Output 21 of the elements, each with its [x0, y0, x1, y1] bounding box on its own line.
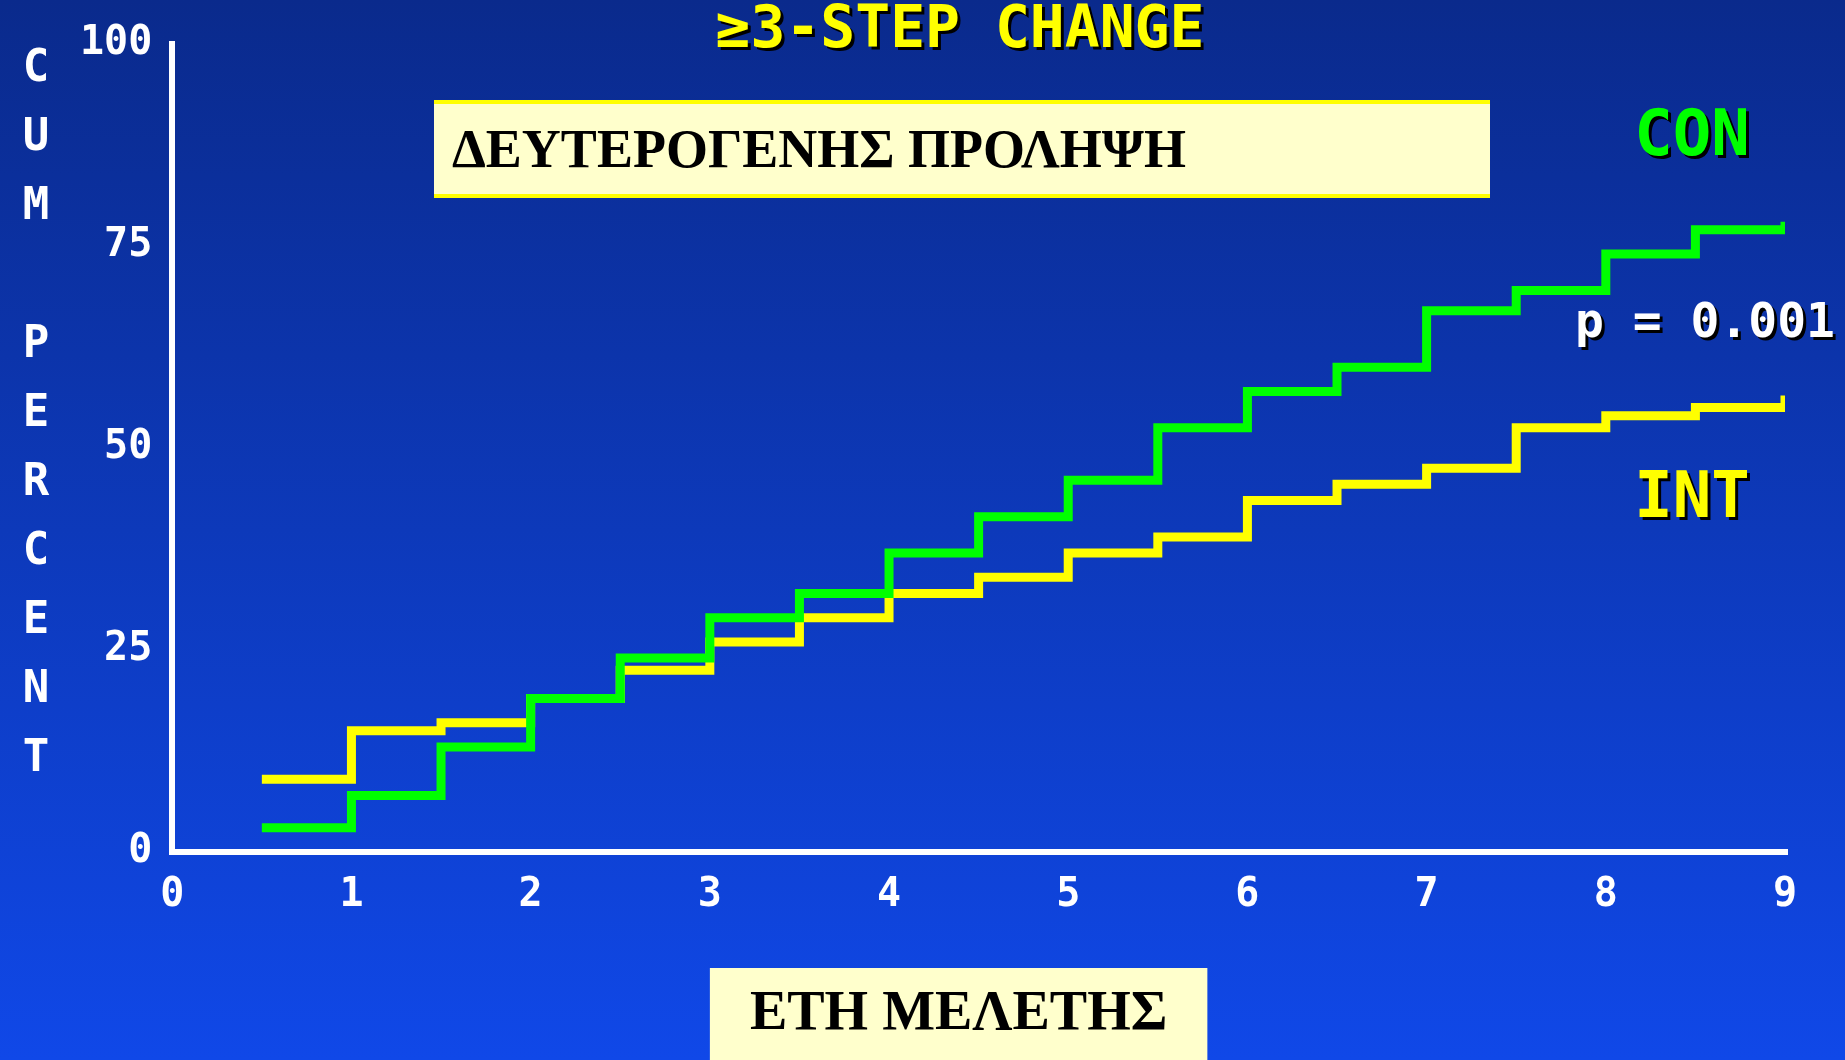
x-tick-label: 2 — [518, 869, 543, 916]
y-tick-label: 100 — [80, 17, 153, 64]
x-tick-label: 7 — [1414, 869, 1439, 916]
x-tick-label: 4 — [876, 869, 902, 916]
x-tick-label: 9 — [1772, 869, 1798, 916]
y-tick-label: 50 — [104, 421, 153, 468]
y-tick-label: 75 — [104, 219, 153, 266]
x-tick-label: 0 — [160, 869, 185, 916]
series-label: INT — [1634, 457, 1750, 532]
series-label: CON — [1637, 98, 1753, 173]
y-tick-label: 25 — [104, 623, 153, 670]
annotation: p = 0.001 — [1577, 295, 1838, 352]
x-axis-title: ΕΤΗ ΜΕΛΕΤΗΣ — [749, 980, 1168, 1043]
x-tick-label: 5 — [1056, 869, 1081, 916]
y-tick-label: 0 — [128, 825, 153, 872]
x-tick-label: 6 — [1235, 869, 1260, 916]
text: CUM PERCENT — [22, 40, 50, 782]
x-tick-label: 1 — [339, 869, 364, 916]
x-tick-label: 3 — [697, 869, 722, 916]
annotation: ΔΕΥΤΕΡΟΓΕΝΗΣ ΠΡΟΛΗΨΗ — [452, 118, 1186, 181]
x-tick-label: 8 — [1593, 869, 1618, 916]
